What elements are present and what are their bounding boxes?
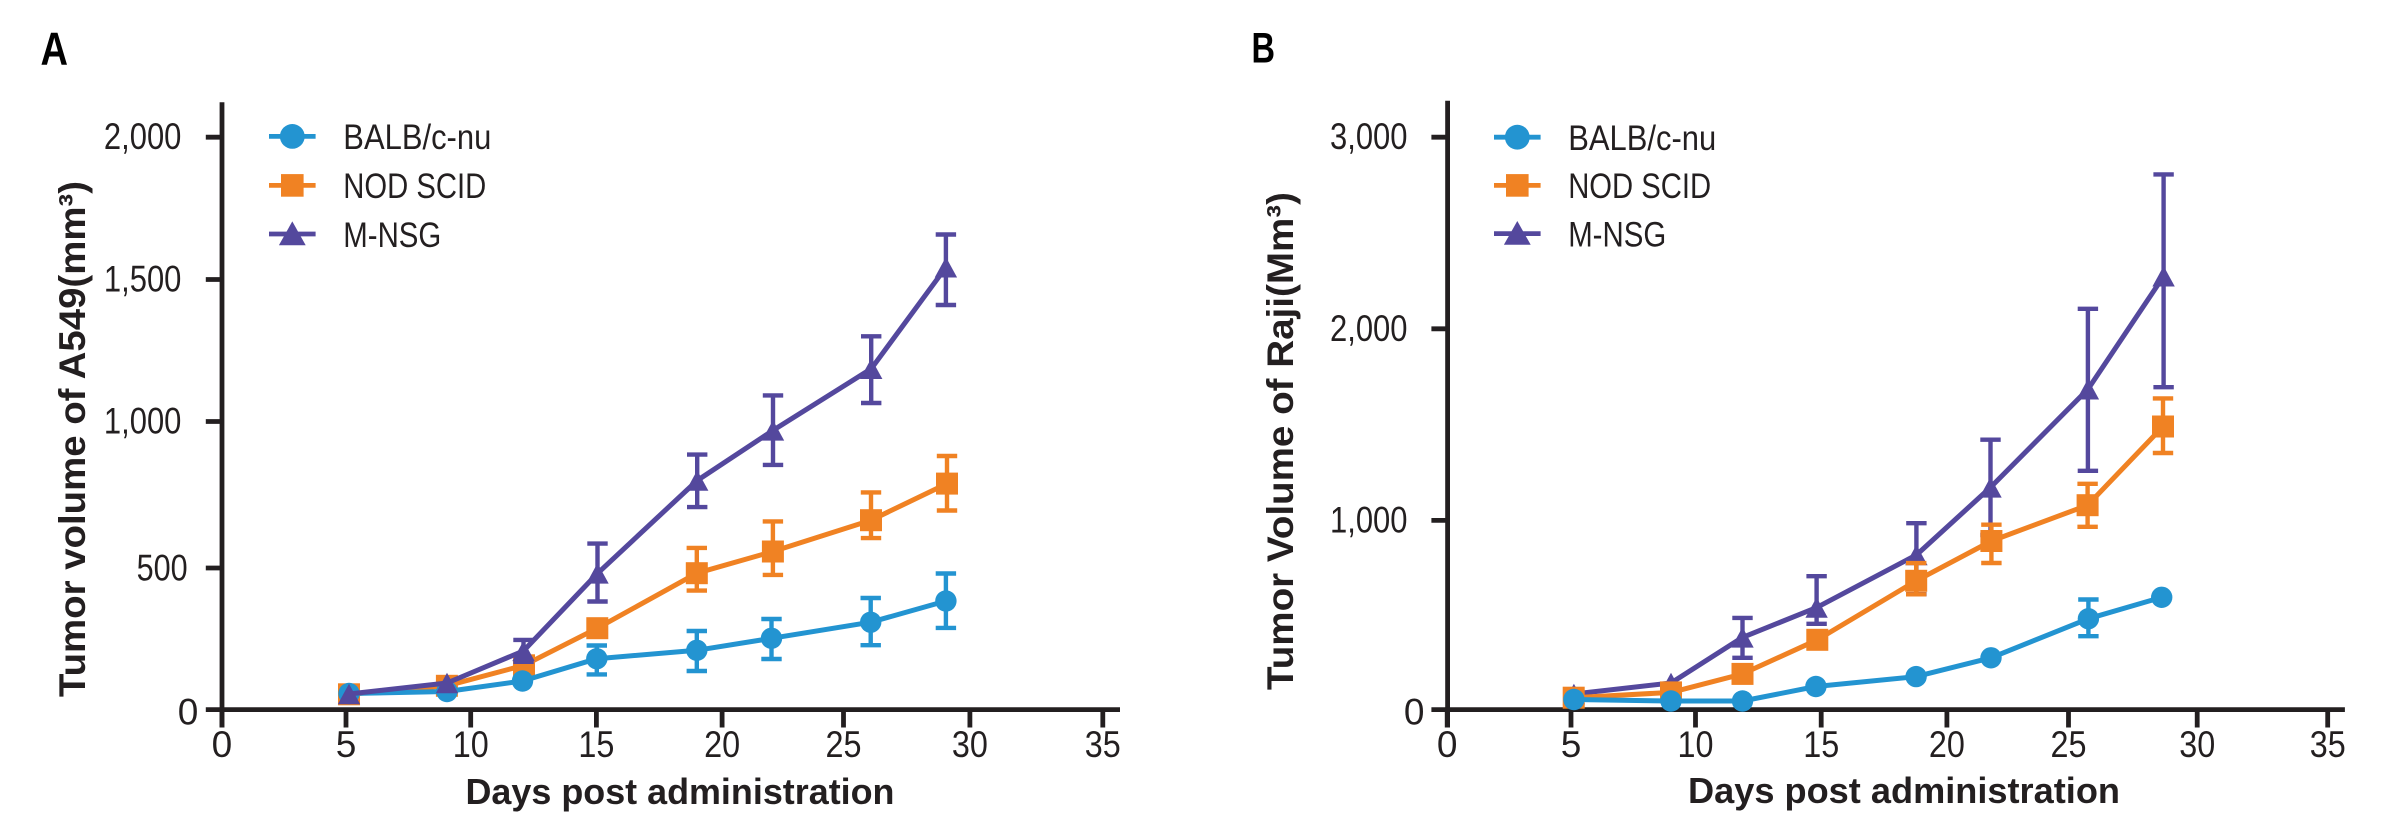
svg-text:10: 10	[1678, 724, 1714, 765]
svg-text:1,000: 1,000	[1330, 499, 1408, 540]
svg-text:Days post administration: Days post administration	[466, 771, 895, 812]
svg-text:0: 0	[1437, 724, 1458, 765]
svg-text:Tumor Volume of Raji(Mm³): Tumor Volume of Raji(Mm³)	[1260, 192, 1301, 690]
svg-text:2,000: 2,000	[1330, 308, 1408, 349]
svg-text:20: 20	[1929, 724, 1965, 765]
svg-text:BALB/c-nu: BALB/c-nu	[343, 117, 491, 157]
svg-text:15: 15	[578, 724, 614, 765]
svg-text:0: 0	[212, 724, 233, 765]
svg-text:M-NSG: M-NSG	[343, 215, 441, 255]
svg-text:1,000: 1,000	[104, 401, 182, 442]
svg-text:2,000: 2,000	[104, 116, 182, 157]
svg-text:Days post administration: Days post administration	[1688, 770, 2120, 811]
svg-text:M-NSG: M-NSG	[1568, 214, 1666, 254]
svg-text:B: B	[1252, 25, 1276, 73]
svg-text:35: 35	[1085, 724, 1121, 765]
svg-text:Tumor volume of A549(mm³): Tumor volume of A549(mm³)	[52, 181, 93, 697]
svg-text:A: A	[41, 23, 69, 75]
svg-text:NOD SCID: NOD SCID	[343, 166, 486, 206]
svg-text:500: 500	[137, 547, 188, 588]
svg-text:25: 25	[826, 724, 862, 765]
svg-text:35: 35	[2310, 724, 2346, 765]
svg-text:25: 25	[2051, 724, 2087, 765]
svg-text:3,000: 3,000	[1330, 116, 1408, 157]
svg-text:0: 0	[178, 691, 199, 732]
svg-text:5: 5	[336, 724, 357, 765]
svg-text:0: 0	[1404, 691, 1425, 732]
svg-text:30: 30	[2179, 724, 2215, 765]
svg-text:30: 30	[952, 724, 988, 765]
svg-text:NOD SCID: NOD SCID	[1568, 166, 1711, 206]
svg-text:BALB/c-nu: BALB/c-nu	[1568, 118, 1716, 158]
svg-text:5: 5	[1561, 724, 1582, 765]
svg-text:20: 20	[704, 724, 740, 765]
svg-text:10: 10	[453, 724, 489, 765]
svg-text:1,500: 1,500	[104, 259, 182, 300]
svg-text:15: 15	[1803, 724, 1839, 765]
